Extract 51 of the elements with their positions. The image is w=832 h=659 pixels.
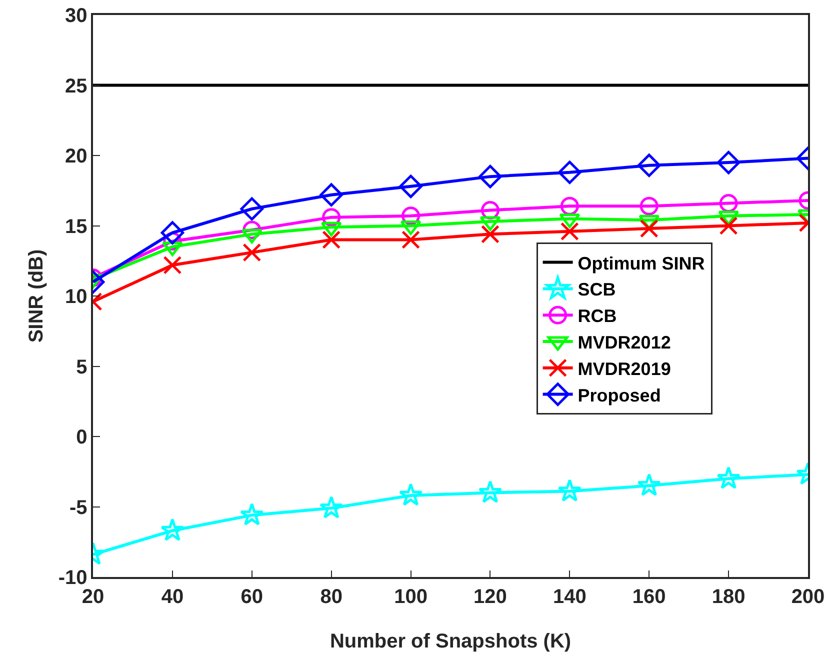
legend-label: RCB xyxy=(578,306,617,326)
point xyxy=(320,183,343,206)
point xyxy=(398,483,423,506)
point xyxy=(560,222,579,241)
point xyxy=(478,480,502,504)
point xyxy=(558,160,582,184)
point xyxy=(402,230,420,250)
point xyxy=(240,197,264,221)
y-tick-label: -5 xyxy=(69,496,88,519)
x-tick-label: 120 xyxy=(474,586,507,608)
point xyxy=(480,224,500,244)
point xyxy=(558,478,582,502)
x-tick-label: 80 xyxy=(320,586,342,608)
point xyxy=(399,174,422,198)
x-tick-label: 180 xyxy=(712,586,746,608)
x-tick-label: 160 xyxy=(632,586,666,608)
point xyxy=(478,164,502,188)
y-tick-label: 20 xyxy=(65,146,88,168)
point xyxy=(640,196,658,216)
y-tick-label: 0 xyxy=(76,426,88,448)
y-tick-label: 25 xyxy=(65,75,88,98)
point xyxy=(319,496,344,518)
y-tick-label: 15 xyxy=(65,216,88,238)
x-tick-label: 200 xyxy=(791,586,825,608)
legend-label: Proposed xyxy=(578,385,661,406)
legend-label: MVDR2019 xyxy=(578,358,671,379)
point xyxy=(716,150,740,174)
x-tick-label: 40 xyxy=(161,586,184,608)
x-axis-title: Number of Snapshots (K) xyxy=(330,630,572,652)
y-tick-label: 30 xyxy=(65,5,88,27)
x-tick-label: 100 xyxy=(394,586,428,608)
point xyxy=(640,219,658,238)
y-tick-label: 5 xyxy=(76,356,88,378)
y-axis-title: SINR (dB) xyxy=(25,249,48,343)
point xyxy=(719,216,738,235)
legend-label: MVDR2012 xyxy=(578,332,671,353)
x-tick-label: 140 xyxy=(552,586,586,608)
point xyxy=(637,473,662,496)
point xyxy=(240,502,264,526)
point xyxy=(242,243,262,262)
y-tick-label: 10 xyxy=(65,286,88,308)
legend-label: Optimum SINR xyxy=(578,253,705,274)
point xyxy=(716,466,740,489)
y-tick-label: -10 xyxy=(58,567,88,589)
point xyxy=(160,518,184,541)
legend-label: SCB xyxy=(578,280,616,300)
point xyxy=(322,230,341,250)
point xyxy=(163,256,182,274)
point xyxy=(160,221,184,244)
point xyxy=(637,154,661,177)
x-tick-label: 60 xyxy=(240,586,264,608)
